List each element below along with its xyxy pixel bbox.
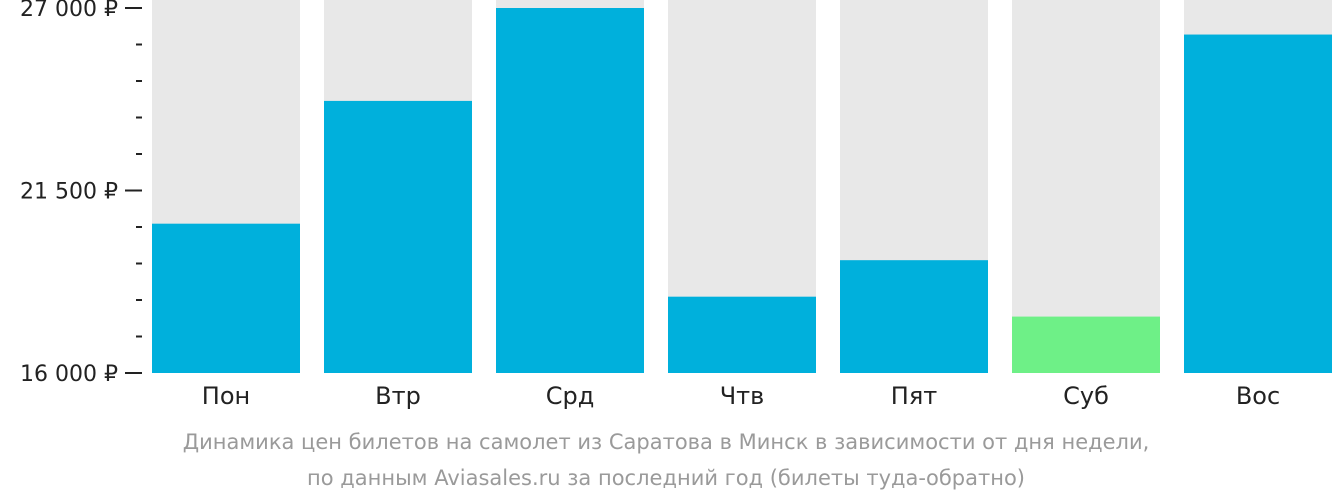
y-tick-label: 16 000 ₽ <box>20 362 118 387</box>
x-tick-label: Втр <box>375 382 421 410</box>
bar-5 <box>840 260 988 373</box>
bar-2 <box>324 100 472 373</box>
x-axis-labels: Пон Втр Срд Чтв Пят Суб Вос <box>202 382 1280 410</box>
x-tick-label: Чтв <box>720 382 765 410</box>
bar-background <box>1012 0 1160 373</box>
bar-1 <box>152 223 300 373</box>
x-tick-label: Пон <box>202 382 250 410</box>
x-tick-label: Суб <box>1063 382 1109 410</box>
bar-7 <box>1184 34 1332 373</box>
chart-caption-line-2: по данным Aviasales.ru за последний год … <box>307 466 1025 490</box>
bar-3 <box>496 8 644 373</box>
chart-caption-line-1: Динамика цен билетов на самолет из Сарат… <box>182 430 1150 454</box>
x-tick-label: Вос <box>1236 382 1280 410</box>
y-axis: 27 000 ₽ 21 500 ₽ 16 000 ₽ <box>20 0 142 387</box>
bars <box>152 8 1332 373</box>
y-tick-label: 27 000 ₽ <box>20 0 118 22</box>
x-tick-label: Срд <box>546 382 595 410</box>
bar-6 <box>1012 316 1160 373</box>
x-tick-label: Пят <box>891 382 937 410</box>
y-tick-label: 21 500 ₽ <box>20 180 118 205</box>
bar-4 <box>668 296 816 373</box>
